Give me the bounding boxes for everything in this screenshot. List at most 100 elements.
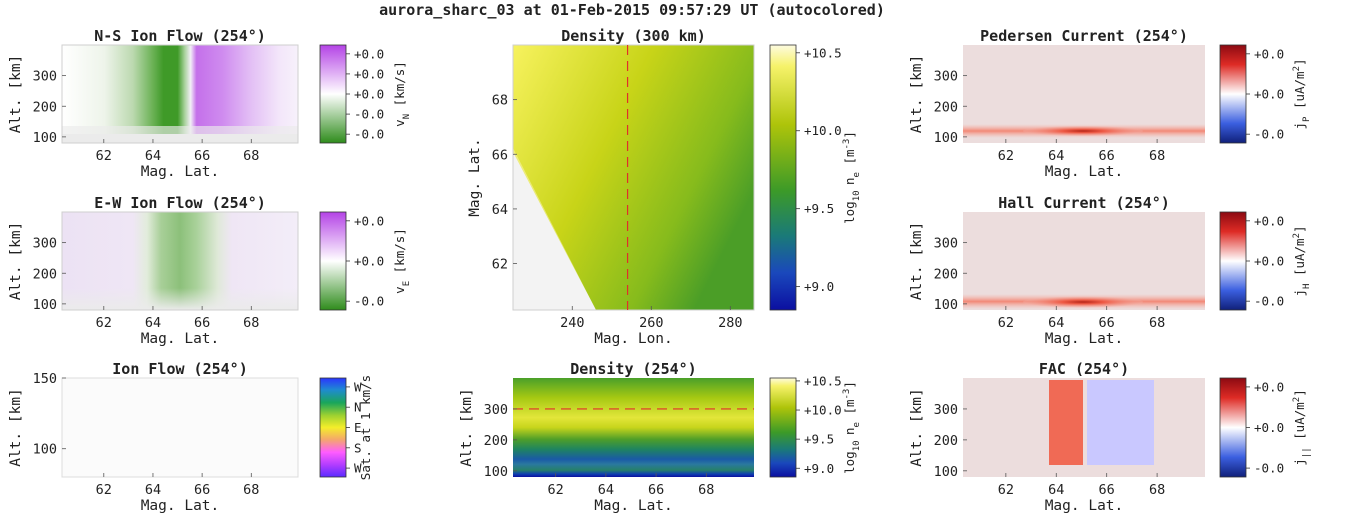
colorbar-tick-label: +0.0 xyxy=(354,213,384,228)
density-254-ylabel: Alt. [km] xyxy=(459,388,475,467)
x-tick-label: 62 xyxy=(96,148,112,164)
y-tick-label: 200 xyxy=(934,433,958,449)
x-tick-label: 66 xyxy=(648,482,664,498)
colorbar-tick-label: +0.0 xyxy=(1254,420,1284,435)
ew-ion-flow-colorbar-label: vE [km/s] xyxy=(392,228,412,294)
fac-colorbar xyxy=(1219,377,1247,478)
x-tick-label: 280 xyxy=(718,315,742,331)
density-254-title: Density (254°) xyxy=(570,360,696,378)
y-tick-label: 62 xyxy=(492,257,508,273)
x-tick-label: 68 xyxy=(1149,315,1165,331)
ion-flow-heatmap xyxy=(61,377,299,478)
y-tick-label: 200 xyxy=(484,433,508,449)
colorbar-tick-label: W xyxy=(354,379,362,394)
fac-heatmap xyxy=(963,378,1205,477)
colorbar-tick-label: +0.0 xyxy=(1254,254,1284,269)
y-tick-label: 300 xyxy=(934,69,958,85)
ns-ion-flow-title: N-S Ion Flow (254°) xyxy=(94,27,266,45)
ion-flow-xlabel: Mag. Lat. xyxy=(141,498,220,514)
colorbar-tick-label: S xyxy=(354,440,362,455)
density-300km-ylabel: Mag. Lat. xyxy=(467,138,483,217)
density-254-colorbar xyxy=(769,377,797,478)
hall-current-colorbar-label: jH [uA/m2] xyxy=(1292,225,1312,296)
x-tick-label: 62 xyxy=(548,482,564,498)
colorbar-tick-label: -0.0 xyxy=(354,107,384,122)
x-tick-label: 66 xyxy=(194,315,210,331)
pedersen-colorbar xyxy=(1219,44,1247,144)
pedersen-current-ylabel: Alt. [km] xyxy=(909,55,925,134)
density-254-xlabel: Mag. Lat. xyxy=(594,498,673,514)
ew-ion-flow-xlabel: Mag. Lat. xyxy=(141,331,220,347)
colorbar-tick-label: -0.0 xyxy=(354,127,384,142)
ns-ion-flow-ylabel: Alt. [km] xyxy=(8,55,24,134)
x-tick-label: 64 xyxy=(598,482,614,498)
ion-flow-title: Ion Flow (254°) xyxy=(112,360,247,378)
density-300km-colorbar-label: log10 ne [m-3] xyxy=(842,131,862,224)
colorbar-tick-label: +9.5 xyxy=(804,201,834,216)
colorbar-tick-label: +9.0 xyxy=(804,279,834,294)
colorbar-tick-label: +9.0 xyxy=(804,461,834,476)
y-tick-label: 68 xyxy=(492,93,508,109)
y-tick-label: 100 xyxy=(934,297,958,313)
colorbar-tick-label: -0.0 xyxy=(354,294,384,309)
fac-colorbar-label: j|| [uA/m2] xyxy=(1292,389,1312,465)
ion-flow-ylabel: Alt. [km] xyxy=(8,388,24,467)
fac-panel: FAC (254°) 62 64 66 68 100 200 300 Mag. Lat. Alt.… xyxy=(909,360,1312,514)
colorbar-tick-label: +0.0 xyxy=(354,87,384,102)
x-tick-label: 64 xyxy=(1048,148,1064,164)
x-tick-label: 64 xyxy=(145,315,161,331)
ew-ion-flow-ylabel: Alt. [km] xyxy=(8,222,24,301)
x-tick-label: 68 xyxy=(1149,148,1165,164)
x-tick-label: 64 xyxy=(145,148,161,164)
pedersen-heatmap xyxy=(963,45,1205,143)
colorbar-tick-label: -0.0 xyxy=(1254,294,1284,309)
colorbar-tick-label: +0.0 xyxy=(1254,46,1284,61)
ns-colorbar xyxy=(319,44,347,144)
y-tick-label: 300 xyxy=(484,402,508,418)
fac-ylabel: Alt. [km] xyxy=(909,388,925,467)
pedersen-current-title: Pedersen Current (254°) xyxy=(980,27,1188,45)
hall-current-panel: Hall Current (254°) 62 64 66 68 100 200 300 Mag.… xyxy=(909,194,1312,347)
colorbar-tick-label: +0.0 xyxy=(1254,87,1284,102)
x-tick-label: 66 xyxy=(1099,482,1115,498)
x-tick-label: 68 xyxy=(243,148,259,164)
colorbar-tick-label: +9.5 xyxy=(804,432,834,447)
hall-current-title: Hall Current (254°) xyxy=(998,194,1170,212)
ns-ion-flow-xlabel: Mag. Lat. xyxy=(141,164,220,180)
ew-ion-flow-panel: E-W Ion Flow (254°) 62 64 66 68 100 200 300 Mag.… xyxy=(8,194,412,347)
hall-heatmap xyxy=(963,212,1205,310)
ew-heatmap xyxy=(62,212,298,310)
fac-title: FAC (254°) xyxy=(1039,360,1129,378)
y-tick-label: 300 xyxy=(33,69,57,85)
y-tick-label: 300 xyxy=(934,236,958,252)
y-tick-label: 100 xyxy=(934,464,958,480)
pedersen-current-xlabel: Mag. Lat. xyxy=(1045,164,1124,180)
hall-current-ylabel: Alt. [km] xyxy=(909,222,925,301)
x-tick-label: 64 xyxy=(1048,315,1064,331)
fac-xlabel: Mag. Lat. xyxy=(1045,498,1124,514)
x-tick-label: 66 xyxy=(194,148,210,164)
colorbar-tick-label: E xyxy=(354,420,362,435)
x-tick-label: 66 xyxy=(1099,315,1115,331)
ew-colorbar xyxy=(319,211,347,311)
colorbar-tick-label: +0.0 xyxy=(1254,213,1284,228)
colorbar-tick-label: +0.0 xyxy=(354,66,384,81)
x-tick-label: 260 xyxy=(639,315,663,331)
y-tick-label: 150 xyxy=(33,371,57,387)
colorbar-tick-label: -0.0 xyxy=(1254,127,1284,142)
x-tick-label: 68 xyxy=(243,315,259,331)
density-300km-heatmap xyxy=(513,45,754,310)
y-tick-label: 66 xyxy=(492,147,508,163)
colorbar-tick-label: -0.0 xyxy=(1254,461,1284,476)
y-tick-label: 200 xyxy=(934,266,958,282)
density-300km-title: Density (300 km) xyxy=(561,27,706,45)
y-tick-label: 300 xyxy=(33,236,57,252)
x-tick-label: 62 xyxy=(96,315,112,331)
x-tick-label: 64 xyxy=(1048,482,1064,498)
colorbar-tick-label: N xyxy=(354,400,362,415)
ew-ion-flow-title: E-W Ion Flow (254°) xyxy=(94,194,266,212)
x-tick-label: 68 xyxy=(243,482,259,498)
figure-title: aurora_sharc_03 at 01-Feb-2015 09:57:29 … xyxy=(379,1,885,19)
colorbar-tick-label: W xyxy=(354,461,362,476)
